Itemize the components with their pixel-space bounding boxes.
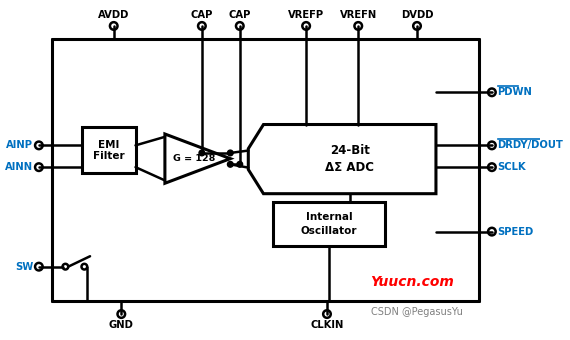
Text: 24-Bit: 24-Bit	[330, 144, 370, 157]
Text: Oscillator: Oscillator	[300, 226, 357, 236]
Text: SW: SW	[15, 262, 33, 272]
Circle shape	[227, 162, 233, 167]
Text: ΔΣ ADC: ΔΣ ADC	[325, 161, 374, 174]
Bar	[83, 128, 136, 173]
Text: CSDN @PegasusYu: CSDN @PegasusYu	[371, 307, 463, 317]
Bar	[273, 202, 385, 246]
Text: AINP: AINP	[6, 140, 33, 150]
Text: Filter: Filter	[93, 151, 125, 161]
Text: DRDY/DOUT: DRDY/DOUT	[498, 140, 563, 150]
Circle shape	[199, 150, 205, 156]
Text: G = 128: G = 128	[173, 154, 215, 163]
Text: GND: GND	[109, 320, 134, 330]
Text: CLKIN: CLKIN	[310, 320, 344, 330]
Text: PDWN: PDWN	[498, 87, 532, 97]
Text: DVDD: DVDD	[401, 10, 433, 20]
Circle shape	[227, 150, 233, 156]
Circle shape	[237, 162, 243, 167]
Text: SPEED: SPEED	[498, 226, 534, 237]
Text: VREFP: VREFP	[288, 10, 324, 20]
Text: CAP: CAP	[229, 10, 251, 20]
Text: VREFN: VREFN	[340, 10, 377, 20]
Text: AVDD: AVDD	[98, 10, 129, 20]
Text: CAP: CAP	[191, 10, 213, 20]
Text: SCLK: SCLK	[498, 162, 526, 172]
Text: Yuucn.com: Yuucn.com	[370, 275, 454, 289]
Text: EMI: EMI	[98, 140, 120, 150]
Text: Internal: Internal	[306, 212, 352, 222]
Text: AINN: AINN	[5, 162, 33, 172]
